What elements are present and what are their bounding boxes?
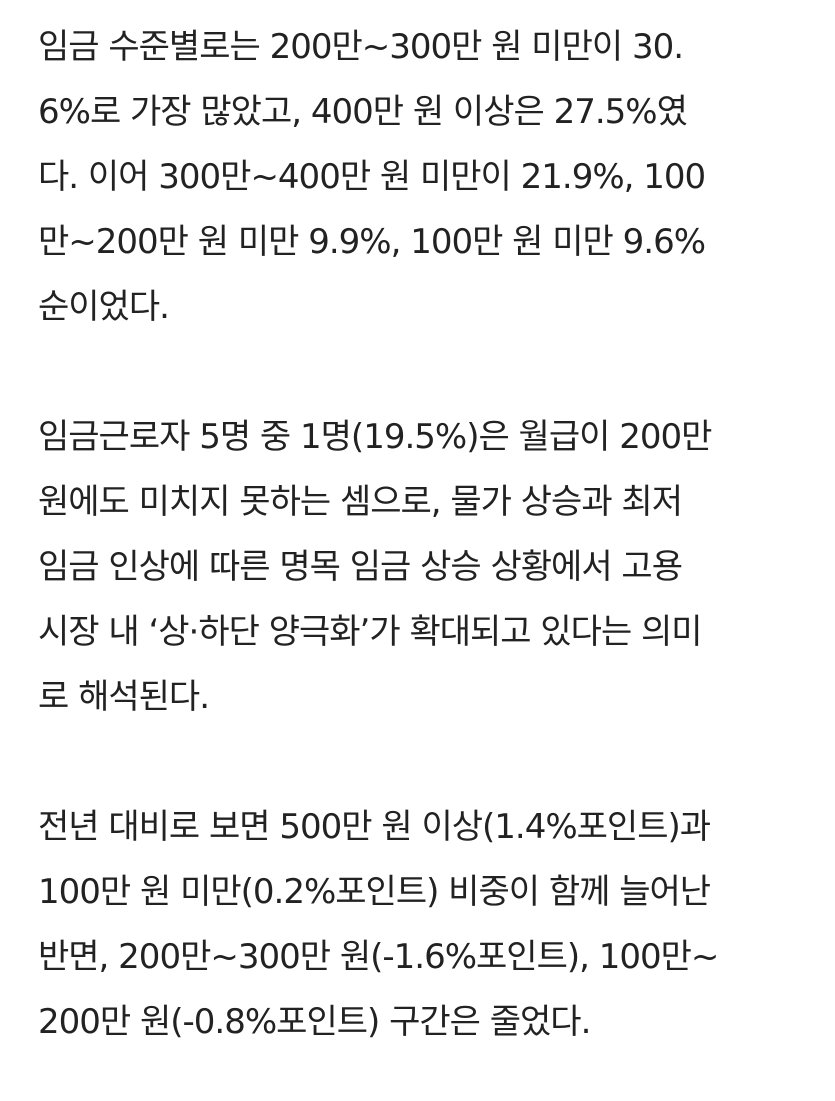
article-body: 임금 수준별로는 200만~300만 원 미만이 30. 6%로 가장 많았고,… xyxy=(38,15,835,1055)
paragraph-year-over-year: 전년 대비로 보면 500만 원 이상(1.4%포인트)과 100만 원 미만(… xyxy=(38,795,835,1055)
text-line: 다. 이어 300만~400만 원 미만이 21.9%, 100 xyxy=(38,157,706,197)
text-line: 반면, 200만~300만 원(-1.6%포인트), 100만~ xyxy=(38,937,719,977)
text-line: 시장 내 ‘상·하단 양극화’가 확대되고 있다는 의미 xyxy=(38,612,703,652)
paragraph-polarization: 임금근로자 5명 중 1명(19.5%)은 월급이 200만 원에도 미치지 못… xyxy=(38,405,835,730)
text-line: 임금근로자 5명 중 1명(19.5%)은 월급이 200만 xyxy=(38,417,712,457)
paragraph-wage-distribution: 임금 수준별로는 200만~300만 원 미만이 30. 6%로 가장 많았고,… xyxy=(38,15,835,340)
text-line: 전년 대비로 보면 500만 원 이상(1.4%포인트)과 xyxy=(38,807,711,847)
text-line: 6%로 가장 많았고, 400만 원 이상은 27.5%였 xyxy=(38,92,688,132)
text-line: 100만 원 미만(0.2%포인트) 비중이 함께 늘어난 xyxy=(38,872,711,912)
text-line: 임금 인상에 따른 명목 임금 상승 상황에서 고용 xyxy=(38,547,683,587)
text-line: 만~200만 원 미만 9.9%, 100만 원 미만 9.6% xyxy=(38,222,706,262)
text-line: 200만 원(-0.8%포인트) 구간은 줄었다. xyxy=(38,1002,591,1042)
text-line: 로 해석된다. xyxy=(38,677,210,717)
text-line: 임금 수준별로는 200만~300만 원 미만이 30. xyxy=(38,27,684,67)
text-line: 원에도 미치지 못하는 셈으로, 물가 상승과 최저 xyxy=(38,482,683,522)
text-line: 순이었다. xyxy=(38,287,170,327)
